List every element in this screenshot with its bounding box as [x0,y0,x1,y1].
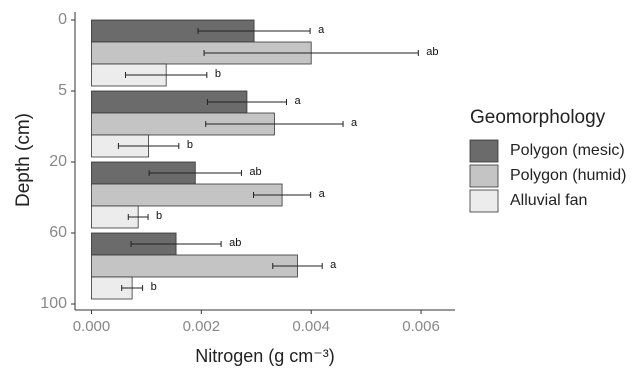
y-axis-label: Depth (cm) [13,113,34,207]
x-tick-label: 0.006 [402,318,440,335]
significance-letter: ab [426,46,438,58]
error-bar [148,170,242,176]
significance-letter: a [318,24,325,36]
error-bar [130,241,222,247]
significance-letter: a [319,188,326,200]
y-tick-label: 100 [40,295,67,312]
error-bar [253,192,312,198]
error-bar [117,143,180,149]
legend-label: Polygon (humid) [510,167,627,184]
y-tick-label: 5 [58,82,67,99]
error-bar [197,28,311,34]
error-bar [205,121,344,127]
error-bar [125,72,208,78]
significance-letter: b [156,210,162,222]
error-bar [127,214,149,220]
legend-swatch [469,164,499,188]
error-bar [121,285,144,291]
significance-letter: b [187,139,193,151]
x-tick-label: 0.002 [183,318,221,335]
y-tick-label: 60 [49,224,67,241]
error-bar [206,99,287,105]
legend-swatch [469,189,499,213]
significance-letter: b [151,281,157,293]
y-tick-label: 20 [49,153,67,170]
significance-letter: a [294,95,301,107]
legend-label: Polygon (mesic) [510,142,625,159]
legend-title: Geomorphology [470,107,606,128]
error-bar [203,50,419,56]
error-bar [272,263,323,269]
significance-letter: ab [229,237,241,249]
significance-letter: a [330,259,337,271]
legend-label: Alluvial fan [510,192,587,209]
legend-swatch [469,139,499,163]
y-tick-label: 0 [58,11,67,28]
x-axis-label: Nitrogen (g cm⁻³) [195,346,335,366]
x-tick-label: 0.004 [292,318,330,335]
bar [91,254,298,278]
significance-letter: b [215,68,221,80]
significance-letter: ab [249,166,261,178]
significance-letter: a [351,117,358,129]
x-tick-label: 0.000 [73,318,111,335]
